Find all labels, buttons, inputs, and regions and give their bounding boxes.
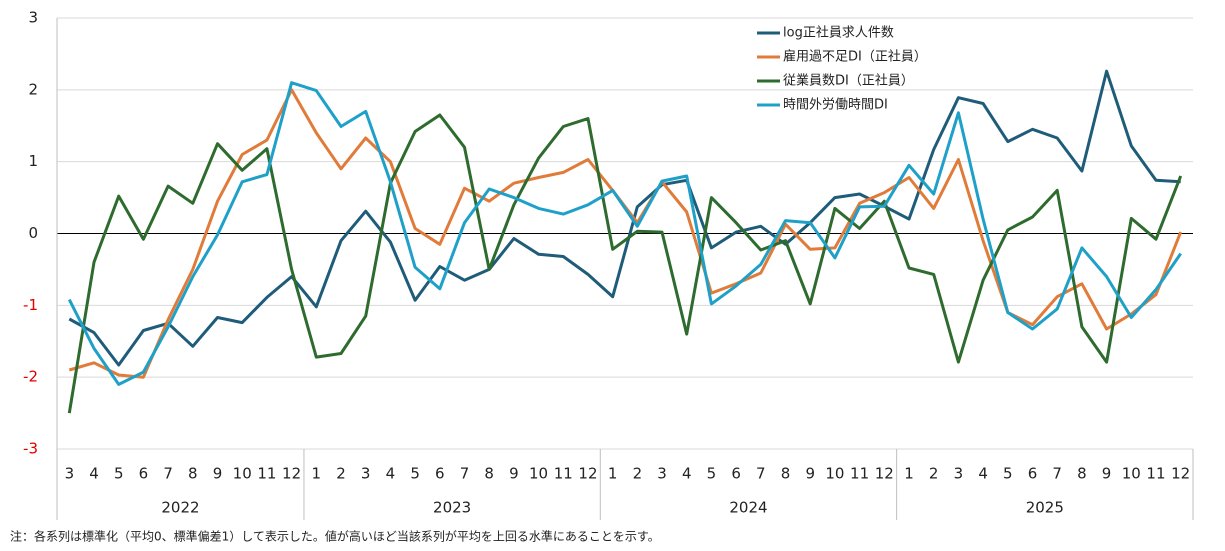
x-tick-label: 7 <box>1052 465 1062 483</box>
year-label: 2025 <box>1026 499 1064 517</box>
x-tick-label: 4 <box>682 465 692 483</box>
x-tick-label: 7 <box>756 465 766 483</box>
y-tick-label: 1 <box>28 152 38 170</box>
y-tick-label: -2 <box>23 368 38 386</box>
x-tick-label: 5 <box>410 465 420 483</box>
y-tick-label: 0 <box>28 224 38 242</box>
series-line <box>67 113 1183 414</box>
x-tick-label: 3 <box>954 465 964 483</box>
x-tick-label: 9 <box>805 465 815 483</box>
x-tick-label: 12 <box>1171 465 1190 483</box>
x-tick-label: 6 <box>435 465 445 483</box>
legend-label: 従業員数DI（正社員） <box>783 73 914 89</box>
x-tick-label: 12 <box>578 465 597 483</box>
year-label: 2022 <box>161 499 199 517</box>
x-tick-label: 4 <box>89 465 99 483</box>
x-tick-label: 6 <box>139 465 149 483</box>
x-tick-label: 8 <box>1077 465 1087 483</box>
y-tick-label: 2 <box>28 80 38 98</box>
legend-label: log正社員求人件数 <box>783 25 894 41</box>
x-tick-label: 2 <box>929 465 939 483</box>
series-line <box>68 69 1181 367</box>
x-tick-label: 10 <box>233 465 252 483</box>
x-tick-label: 11 <box>1146 465 1165 483</box>
x-tick-label: 8 <box>484 465 494 483</box>
x-tick-label: 10 <box>825 465 844 483</box>
y-tick-label: 3 <box>28 9 38 27</box>
legend-label: 時間外労働時間DI <box>783 98 888 113</box>
note: 注：各系列は標準化（平均0、標準偏差1）して表示した。値が高いほど当該系列が平均… <box>10 529 660 544</box>
x-tick-label: 3 <box>657 465 667 483</box>
x-tick-label: 2 <box>633 465 643 483</box>
series-line <box>67 81 1182 386</box>
x-tick-label: 12 <box>875 465 894 483</box>
x-tick-label: 12 <box>282 465 301 483</box>
legend-label: 雇用過不足DI（正社員） <box>783 49 927 65</box>
x-tick-label: 11 <box>850 465 869 483</box>
x-tick-label: 3 <box>65 465 75 483</box>
x-tick-label: 6 <box>1028 465 1038 483</box>
x-tick-label: 9 <box>213 465 223 483</box>
x-tick-label: 5 <box>114 465 124 483</box>
y-tick-label: -3 <box>23 440 38 458</box>
x-tick-label: 5 <box>707 465 717 483</box>
x-tick-label: 8 <box>188 465 198 483</box>
x-tick-label: 2 <box>336 465 346 483</box>
x-tick-label: 10 <box>1122 465 1141 483</box>
x-tick-label: 9 <box>1102 465 1112 483</box>
x-tick-label: 8 <box>781 465 791 483</box>
x-tick-label: 4 <box>386 465 396 483</box>
x-tick-label: 1 <box>608 465 618 483</box>
x-tick-label: 1 <box>904 465 914 483</box>
x-tick-label: 4 <box>978 465 988 483</box>
x-tick-label: 11 <box>554 465 573 483</box>
x-tick-label: 6 <box>731 465 741 483</box>
x-tick-label: 5 <box>1003 465 1013 483</box>
year-label: 2024 <box>729 499 767 517</box>
x-tick-label: 3 <box>361 465 371 483</box>
y-tick-label: -1 <box>23 296 38 314</box>
x-tick-label: 11 <box>257 465 276 483</box>
x-tick-label: 1 <box>312 465 322 483</box>
x-tick-label: 10 <box>529 465 548 483</box>
x-tick-label: 7 <box>460 465 470 483</box>
x-tick-label: 7 <box>163 465 173 483</box>
x-tick-label: 9 <box>509 465 519 483</box>
year-label: 2023 <box>433 499 471 517</box>
